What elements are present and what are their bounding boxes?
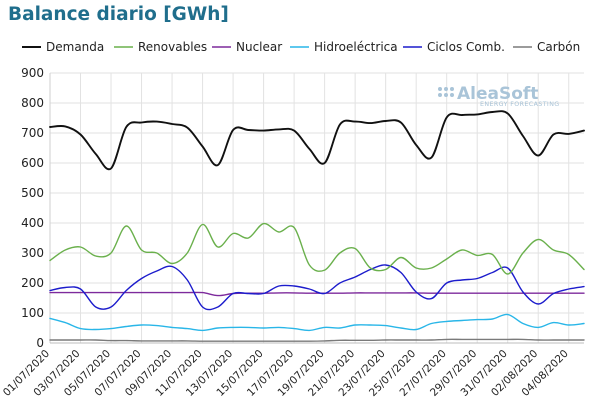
aleasoft-watermark: AleaSoft ENERGY FORECASTING: [438, 84, 560, 108]
legend-label: Carbón: [537, 40, 580, 54]
chart-title: Balance diario [GWh]: [8, 4, 229, 25]
y-tick-label: 900: [21, 66, 44, 80]
y-tick-label: 0: [36, 336, 44, 350]
legend-label: Hidroeléctrica: [314, 40, 398, 54]
legend-label: Demanda: [46, 40, 104, 54]
legend-item: Renovables: [114, 40, 207, 54]
y-tick-label: 100: [21, 306, 44, 320]
series-line-hidroelectrica: [49, 313, 585, 332]
y-tick-label: 300: [21, 246, 44, 260]
aleasoft-logo-icon: [438, 87, 454, 97]
watermark-brand: AleaSoft: [457, 84, 538, 104]
series-line-ciclos-comb: [49, 264, 585, 311]
grid: [49, 72, 584, 344]
legend-item: Hidroeléctrica: [290, 40, 398, 54]
legend-label: Nuclear: [236, 40, 282, 54]
legend: Demanda Renovables Nuclear Hidroeléctrica Ci…: [22, 40, 580, 54]
series-line-carbon: [49, 338, 585, 342]
legend-label: Renovables: [138, 40, 207, 54]
series: [49, 110, 585, 342]
y-tick-label: 400: [21, 216, 44, 230]
watermark-tagline: ENERGY FORECASTING: [480, 101, 560, 108]
y-tick-label: 600: [21, 156, 44, 170]
legend-item: Demanda: [22, 40, 104, 54]
legend-item: Nuclear: [212, 40, 282, 54]
series-line-demanda: [49, 110, 585, 171]
legend-item: Ciclos Comb.: [403, 40, 505, 54]
y-tick-label: 800: [21, 96, 44, 110]
y-tick-label: 700: [21, 126, 44, 140]
series-line-nuclear: [49, 291, 585, 297]
series-line-renovables: [49, 222, 585, 275]
y-tick-label: 500: [21, 186, 44, 200]
axes: 010020030040050060070080090001/07/202003…: [1, 66, 584, 399]
y-tick-label: 200: [21, 276, 44, 290]
legend-item: Carbón: [513, 40, 580, 54]
legend-label: Ciclos Comb.: [427, 40, 505, 54]
